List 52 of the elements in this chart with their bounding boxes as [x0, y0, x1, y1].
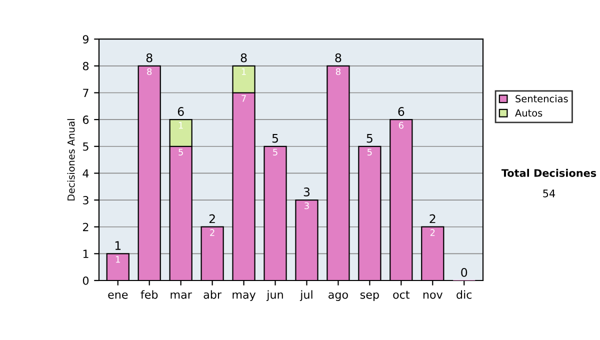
total-label: 8: [240, 53, 247, 62]
y-tick-label: 0: [82, 276, 89, 285]
total-label: 6: [178, 107, 184, 116]
x-tick-label: ago: [328, 292, 348, 301]
data-label: 1: [116, 256, 120, 263]
x-tick-label: jun: [266, 290, 283, 301]
data-label: 3: [304, 202, 309, 210]
y-tick-label: 9: [82, 35, 88, 44]
x-tick-label: nov: [423, 292, 443, 299]
data-label: 2: [210, 229, 214, 236]
y-tick-label: 7: [83, 88, 88, 97]
total-label: 1: [115, 241, 121, 250]
y-tick-label: 3: [83, 196, 88, 204]
x-tick-label: may: [232, 292, 256, 301]
data-label: 1: [242, 68, 246, 75]
y-tick-label: 6: [82, 116, 89, 124]
legend-label: Sentencias: [516, 94, 568, 102]
data-label: 1: [178, 122, 183, 129]
data-label: 5: [368, 148, 372, 156]
data-label: 2: [430, 229, 435, 236]
x-tick-label: sep: [360, 292, 379, 301]
total-label: 2: [430, 214, 436, 224]
data-label: 8: [147, 68, 152, 76]
y-tick-label: 8: [82, 62, 89, 70]
x-tick-label: jul: [300, 290, 312, 301]
y-tick-label: 1: [83, 250, 88, 258]
data-label: 5: [273, 148, 278, 156]
total-label: 6: [398, 107, 404, 116]
total-label: 3: [304, 187, 310, 196]
text: 54: [543, 190, 556, 198]
x-tick-label: feb: [140, 290, 158, 299]
total-label: 8: [335, 53, 342, 62]
y-tick-label: 2: [83, 222, 88, 232]
data-label: 7: [242, 95, 246, 102]
data-label: 6: [398, 122, 404, 129]
total-label: 8: [146, 53, 152, 62]
total-label: 5: [272, 134, 278, 143]
total-label: 5: [366, 134, 372, 143]
y-axis-title: Decisiones Anual: [67, 119, 75, 200]
data-label: 5: [178, 148, 183, 156]
total-label: 0: [461, 268, 468, 277]
y-tick-label: 4: [82, 169, 89, 178]
data-label: 8: [336, 68, 340, 76]
legend-label: Autos: [515, 109, 542, 117]
total-label: 2: [209, 214, 215, 224]
x-tick-label: abr: [204, 290, 222, 299]
x-tick-label: oct: [393, 290, 410, 299]
x-tick-label: dic: [456, 290, 472, 299]
x-tick-label: ene: [108, 292, 128, 299]
y-tick-label: 5: [83, 142, 88, 151]
x-tick-label: mar: [170, 292, 192, 299]
text: Total Decisiones: [501, 168, 596, 177]
